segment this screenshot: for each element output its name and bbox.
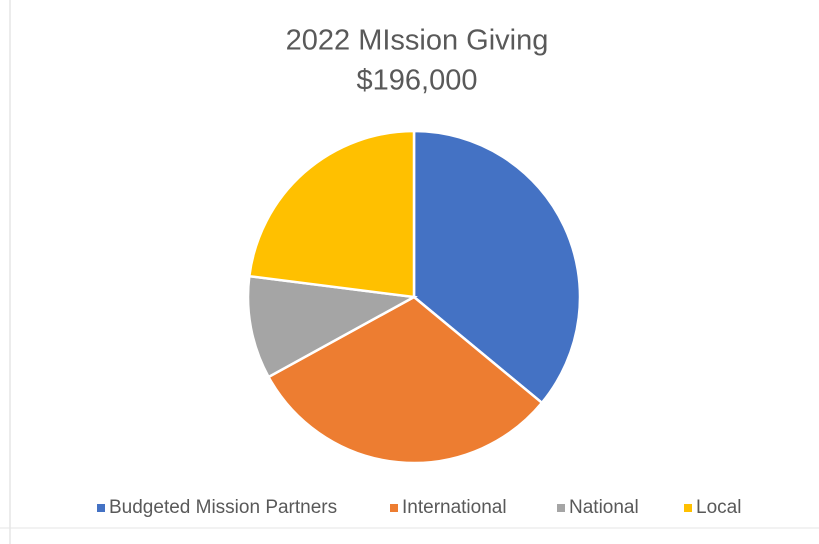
pie-slice [247, 129, 416, 299]
legend-swatch [97, 504, 105, 512]
pie-slice [412, 129, 582, 405]
legend-swatch [684, 504, 692, 512]
chart-subtitle: $196,000 [357, 65, 478, 97]
legend-label: National [569, 497, 639, 518]
chart-title: 2022 MIssion Giving [286, 25, 549, 57]
legend-swatch [557, 504, 565, 512]
legend-label: Local [696, 497, 741, 518]
legend-swatch [390, 504, 398, 512]
legend-label: International [402, 497, 507, 518]
pie-slice [246, 274, 418, 379]
legend-label: Budgeted Mission Partners [109, 497, 337, 518]
pie-slice [266, 295, 544, 465]
